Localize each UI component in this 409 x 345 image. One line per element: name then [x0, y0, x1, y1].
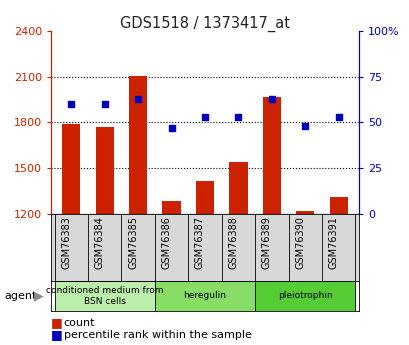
Point — [101, 101, 108, 107]
Text: count: count — [63, 318, 95, 327]
Text: GSM76388: GSM76388 — [228, 216, 238, 269]
Bar — [54, 281, 155, 310]
Point — [68, 101, 74, 107]
Text: GDS1518 / 1373417_at: GDS1518 / 1373417_at — [120, 16, 289, 32]
Point — [335, 114, 341, 120]
Text: GSM76385: GSM76385 — [128, 216, 138, 269]
Text: ▶: ▶ — [34, 289, 43, 302]
Text: conditioned medium from
BSN cells: conditioned medium from BSN cells — [46, 286, 163, 306]
Text: GSM76391: GSM76391 — [328, 216, 338, 269]
Bar — [162, 201, 180, 214]
Text: GSM76390: GSM76390 — [294, 216, 305, 269]
Point — [168, 125, 174, 131]
Point — [235, 114, 241, 120]
Text: ■: ■ — [51, 316, 63, 329]
Text: GSM76384: GSM76384 — [94, 216, 104, 269]
Bar — [229, 162, 247, 214]
Text: GSM76387: GSM76387 — [195, 216, 204, 269]
Text: heregulin: heregulin — [183, 291, 226, 300]
Text: GSM76386: GSM76386 — [161, 216, 171, 269]
Bar — [62, 124, 80, 214]
Text: GSM76383: GSM76383 — [61, 216, 71, 269]
Bar — [95, 127, 114, 214]
Point — [301, 124, 308, 129]
Text: pleiotrophin: pleiotrophin — [277, 291, 332, 300]
Bar — [329, 197, 347, 214]
Bar — [262, 97, 280, 214]
Bar — [196, 181, 213, 214]
Bar — [295, 211, 314, 214]
Point — [268, 96, 274, 101]
Point — [135, 96, 141, 101]
Bar — [254, 281, 355, 310]
Text: GSM76389: GSM76389 — [261, 216, 271, 269]
Point — [201, 114, 208, 120]
Bar — [155, 281, 254, 310]
Text: percentile rank within the sample: percentile rank within the sample — [63, 330, 251, 339]
Bar — [129, 76, 147, 214]
Text: ■: ■ — [51, 328, 63, 341]
Text: agent: agent — [4, 291, 36, 301]
